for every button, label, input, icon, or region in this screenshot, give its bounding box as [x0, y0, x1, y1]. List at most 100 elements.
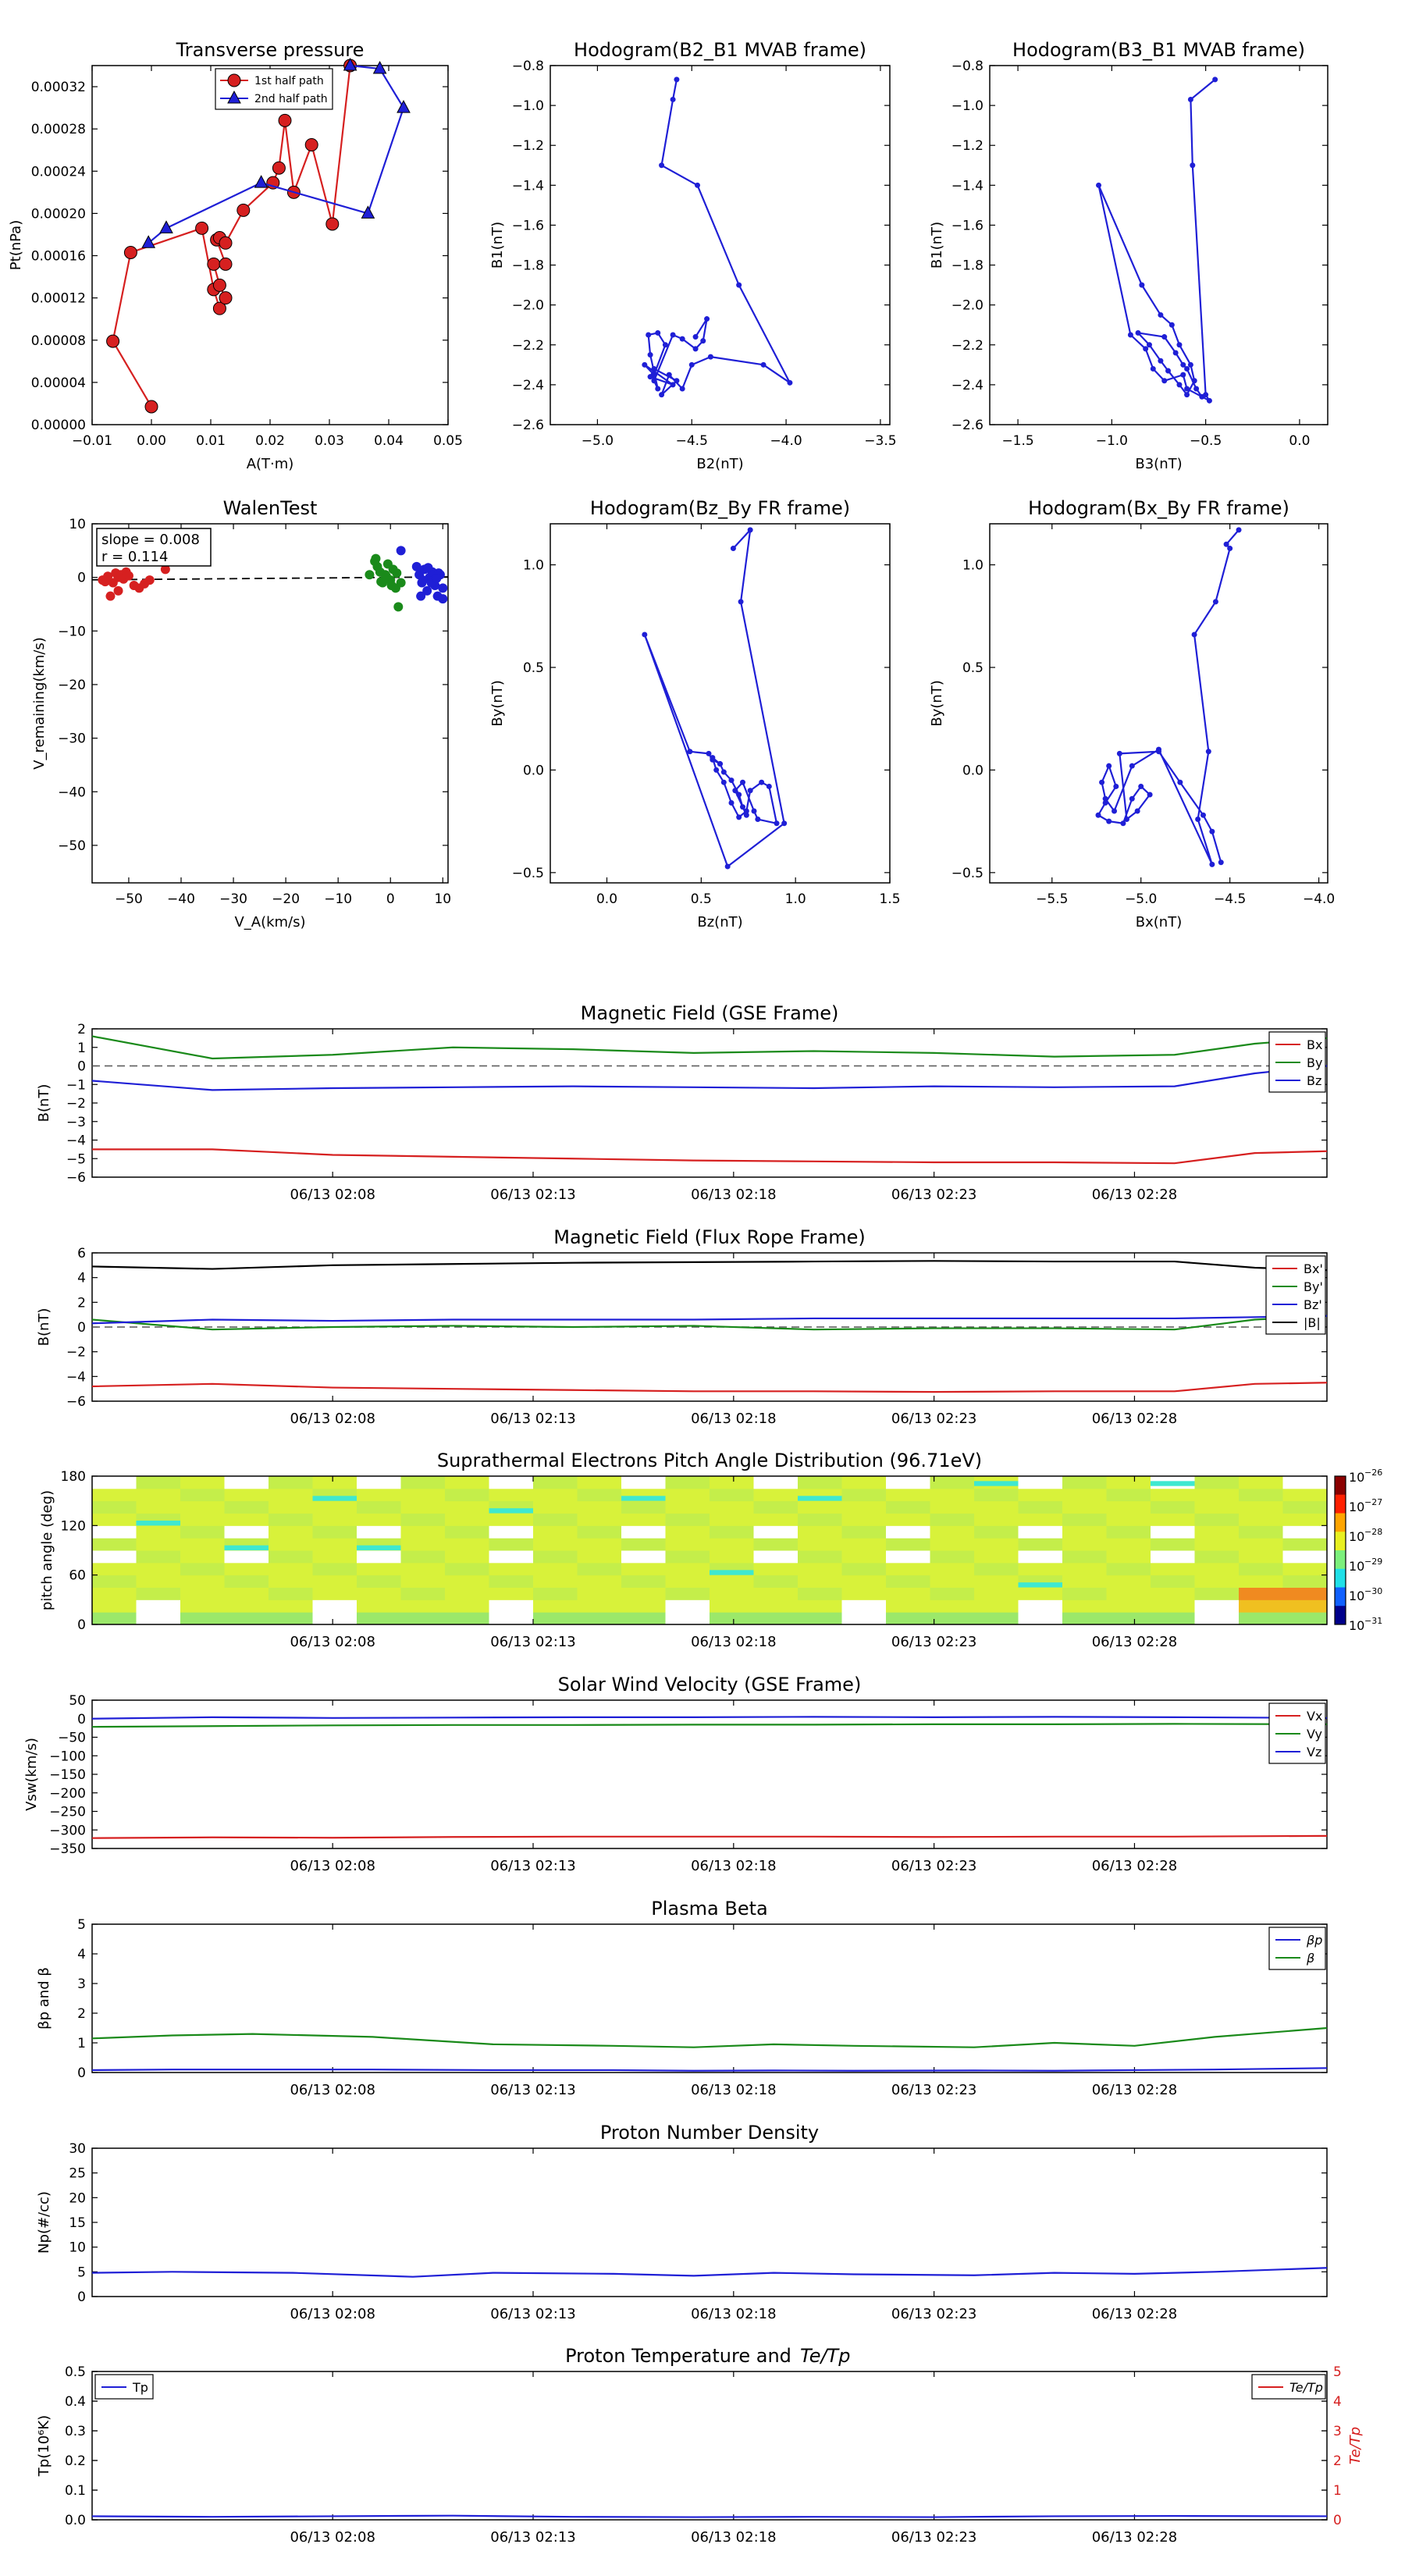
pt-ytick-label: 0.00024: [31, 164, 86, 180]
pad-cell: [1282, 1550, 1328, 1564]
pad-cell: [665, 1488, 710, 1502]
pad-cell: [269, 1513, 313, 1526]
pad-cell-high: [224, 1545, 269, 1550]
bfr-xtick-label: 06/13 02:13: [490, 1411, 575, 1427]
h2-title: Hodogram(B3_B1 MVAB frame): [1012, 39, 1305, 61]
pad-cell: [665, 1525, 710, 1539]
pad-colorbar-exponent: −27: [1364, 1497, 1382, 1507]
pad-cell: [224, 1574, 269, 1588]
pad-cell: [489, 1599, 534, 1613]
h1-point: [695, 182, 700, 188]
pad-cell-high: [798, 1496, 842, 1501]
h4-point: [1223, 541, 1229, 547]
beta-ytick-label: 4: [77, 1947, 86, 1962]
pad-cell: [886, 1550, 930, 1564]
bgse-xtick-label: 06/13 02:18: [691, 1187, 776, 1203]
pad-cell: [710, 1599, 754, 1613]
pad-cell: [1194, 1525, 1240, 1539]
pad-cell: [312, 1500, 357, 1514]
h1-point: [655, 329, 661, 336]
beta-ylabel: βp and β: [36, 1967, 52, 2030]
pad-cell: [312, 1599, 357, 1613]
bfr-ytick-label: 6: [77, 1246, 86, 1261]
pad-cell: [1062, 1538, 1107, 1551]
pad-xtick-label: 06/13 02:18: [691, 1634, 776, 1650]
bgse-xtick-label: 06/13 02:08: [290, 1187, 375, 1203]
pad-cell: [1106, 1488, 1151, 1502]
pad-cell: [1194, 1513, 1240, 1526]
pt-point: [159, 220, 173, 233]
tp-legend-label: Tp: [132, 2380, 148, 2395]
beta-legend: [1268, 1927, 1326, 1970]
pad-cell: [1062, 1612, 1107, 1625]
h2-point: [1187, 96, 1193, 102]
tp-ytick-label: 1: [1333, 2483, 1342, 2499]
pad-cell: [269, 1562, 313, 1576]
h4-point: [1102, 795, 1108, 802]
h2-point: [1180, 372, 1186, 378]
pad-cell: [489, 1513, 534, 1526]
walen-axes-frame: [91, 523, 449, 884]
pad-colorbar-segment: [1335, 1587, 1346, 1606]
h1-point: [674, 378, 680, 384]
pad-cell: [753, 1513, 799, 1526]
h3-point: [755, 817, 761, 823]
pad-cell: [224, 1599, 269, 1613]
pad-cell: [665, 1513, 710, 1526]
pad-ylabel: pitch angle (deg): [39, 1490, 55, 1610]
pad-cell: [136, 1500, 181, 1514]
bfr-ytick-label: −6: [66, 1394, 86, 1410]
h1-xtick-label: −5.0: [582, 433, 614, 449]
pad-cell: [1194, 1476, 1240, 1489]
h3-point: [766, 783, 772, 789]
pad-cell: [1018, 1538, 1063, 1551]
pad-cell: [224, 1476, 269, 1489]
pt-xtick-label: −0.01: [72, 433, 112, 449]
bfr-ytick-label: −2: [66, 1345, 86, 1361]
pad-cell: [180, 1587, 225, 1600]
pad-cell: [1106, 1562, 1151, 1576]
pad-cell: [136, 1574, 181, 1588]
h4-point: [1218, 859, 1224, 866]
pad-title: Suprathermal Electrons Pitch Angle Distr…: [437, 1450, 982, 1471]
bfr-ytick-label: 0: [77, 1320, 86, 1336]
vsw-legend-label: Vx: [1307, 1709, 1322, 1724]
pad-cell: [357, 1513, 401, 1526]
np-series-np: [91, 2267, 1328, 2278]
pad-cell: [1062, 1599, 1107, 1613]
h1-xtick-label: −4.5: [676, 433, 708, 449]
walen-point: [396, 578, 406, 588]
pt-point: [219, 236, 233, 250]
h1-point: [642, 361, 648, 368]
walen-xtick-label: −20: [272, 891, 300, 907]
pad-cell: [92, 1488, 137, 1502]
pad-cell: [180, 1538, 225, 1551]
h3-point: [728, 799, 735, 806]
h4-ytick-label: −0.5: [951, 866, 984, 881]
bgse-xtick-label: 06/13 02:13: [490, 1187, 575, 1203]
pad-cell: [577, 1562, 622, 1576]
pad-cell: [269, 1574, 313, 1588]
pad-cell: [1239, 1612, 1283, 1625]
walen-point: [411, 561, 422, 571]
bfr-legend-label: By': [1304, 1279, 1323, 1294]
bgse-series-bz: [91, 1065, 1328, 1091]
h2-point: [1139, 282, 1145, 288]
pad-cell: [665, 1587, 710, 1600]
pad-cell: [1018, 1562, 1063, 1576]
pad-cell: [1018, 1550, 1063, 1564]
vsw-chart: Solar Wind Velocity (GSE Frame) 06/13 02:…: [23, 1674, 1328, 1874]
np-chart: Proton Number Density 06/13 02:08 06/13 02…: [36, 2122, 1328, 2322]
pad-ytick-label: 120: [61, 1518, 86, 1534]
pad-cell: [1106, 1574, 1151, 1588]
np-ylabel: Np(#/cc): [36, 2191, 52, 2254]
h1-ytick-label: −2.0: [512, 298, 544, 314]
h2-point: [1199, 393, 1205, 400]
h3-point: [747, 788, 753, 794]
h1-point: [659, 392, 665, 398]
pad-cell: [489, 1574, 534, 1588]
pad-cell: [400, 1513, 446, 1526]
h1-axes-frame: [550, 65, 891, 425]
pad-cell: [180, 1562, 225, 1576]
pad-cell: [621, 1574, 666, 1588]
